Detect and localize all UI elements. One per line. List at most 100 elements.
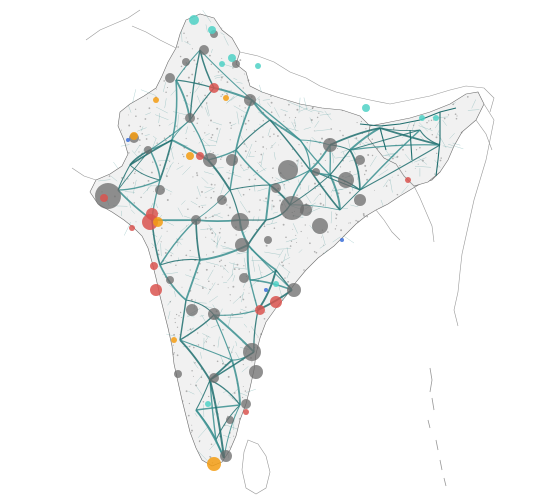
- settlement-point: [303, 269, 305, 271]
- major-road-segment: [269, 119, 301, 141]
- minor-road-segment: [172, 111, 188, 116]
- blue-city-node: [264, 288, 268, 292]
- settlement-point: [260, 333, 263, 336]
- settlement-point: [233, 392, 236, 394]
- minor-road-segment: [292, 223, 298, 234]
- minor-road-segment: [196, 186, 201, 197]
- minor-road-segment: [194, 283, 207, 289]
- minor-road-segment: [264, 251, 280, 255]
- major-road-segment: [159, 139, 173, 181]
- minor-road-segment: [256, 96, 261, 100]
- settlement-point: [229, 446, 231, 448]
- settlement-point: [221, 156, 223, 158]
- settlement-point: [415, 149, 418, 151]
- gray-city-node: [235, 238, 249, 252]
- minor-road-segment: [303, 97, 308, 110]
- settlement-point: [282, 223, 285, 226]
- gray-city-node: [199, 45, 209, 55]
- minor-road-segment: [272, 211, 278, 214]
- settlement-point: [186, 94, 189, 97]
- minor-road-segment: [227, 94, 240, 103]
- settlement-point: [138, 151, 140, 153]
- minor-road-segment: [262, 99, 271, 101]
- settlement-point: [355, 219, 357, 222]
- settlement-point: [147, 179, 150, 182]
- major-road-segment: [117, 164, 131, 191]
- settlement-point: [155, 88, 157, 90]
- settlement-point: [330, 128, 333, 130]
- minor-road-segment: [384, 163, 390, 169]
- settlement-point: [166, 199, 169, 201]
- settlement-point: [263, 225, 266, 228]
- settlement-point: [227, 214, 230, 217]
- settlement-point: [204, 132, 206, 134]
- settlement-point: [210, 183, 213, 186]
- settlement-point: [204, 216, 207, 219]
- settlement-point: [210, 196, 212, 198]
- settlement-point: [135, 221, 137, 223]
- settlement-point: [220, 265, 222, 267]
- minor-road-segment: [201, 138, 210, 147]
- minor-road-segment: [304, 193, 312, 204]
- settlement-point: [397, 174, 399, 176]
- settlement-point: [264, 311, 266, 313]
- settlement-point: [211, 215, 214, 218]
- minor-road-segment: [155, 114, 169, 120]
- settlement-point: [133, 182, 135, 184]
- settlement-point: [248, 331, 250, 333]
- settlement-point: [401, 143, 403, 145]
- settlement-point: [248, 226, 250, 228]
- settlement-point: [229, 121, 232, 124]
- settlement-point: [335, 213, 338, 216]
- minor-road-segment: [278, 263, 291, 273]
- minor-road-segment: [303, 127, 311, 130]
- settlement-point: [172, 353, 175, 356]
- settlement-point: [247, 79, 250, 82]
- settlement-point: [166, 168, 168, 170]
- settlement-point: [169, 161, 171, 163]
- major-road-segment: [359, 144, 441, 191]
- settlement-point: [323, 176, 325, 178]
- settlement-point: [178, 162, 180, 164]
- settlement-point: [139, 144, 141, 147]
- minor-road-segment: [442, 120, 447, 126]
- gray-city-node: [312, 218, 328, 234]
- settlement-point: [327, 231, 329, 233]
- settlement-point: [259, 209, 261, 211]
- minor-road-segment: [286, 247, 289, 257]
- settlement-point: [254, 178, 257, 181]
- settlement-point: [207, 379, 209, 381]
- gray-city-node: [155, 185, 165, 195]
- settlement-point: [239, 105, 241, 107]
- settlement-point: [430, 119, 433, 122]
- settlement-point: [227, 375, 230, 378]
- settlement-point: [243, 265, 245, 267]
- minor-road-segment: [236, 251, 249, 255]
- minor-road-segment: [332, 236, 341, 243]
- settlement-point: [296, 194, 298, 196]
- settlement-point: [242, 386, 244, 388]
- minor-road-segment: [163, 82, 166, 93]
- orange-city-node: [130, 132, 138, 140]
- minor-road-segment: [283, 257, 291, 262]
- settlement-point: [170, 254, 172, 257]
- settlement-point: [342, 134, 344, 137]
- minor-road-segment: [169, 161, 174, 168]
- settlement-point: [313, 162, 315, 165]
- minor-road-segment: [246, 389, 256, 393]
- major-road-segment: [349, 144, 441, 151]
- settlement-point: [183, 32, 185, 35]
- settlement-point: [192, 375, 194, 377]
- settlement-point: [233, 435, 235, 437]
- red-city-node: [196, 152, 204, 160]
- major-road-segment: [179, 339, 233, 361]
- settlement-point: [191, 424, 193, 426]
- minor-road-segment: [471, 99, 476, 109]
- minor-road-segment: [236, 187, 242, 197]
- settlement-point: [128, 124, 131, 127]
- minor-road-segment: [435, 120, 440, 129]
- settlement-point: [192, 346, 195, 349]
- minor-road-segment: [221, 265, 229, 273]
- settlement-point: [185, 390, 188, 393]
- settlement-point: [227, 177, 230, 180]
